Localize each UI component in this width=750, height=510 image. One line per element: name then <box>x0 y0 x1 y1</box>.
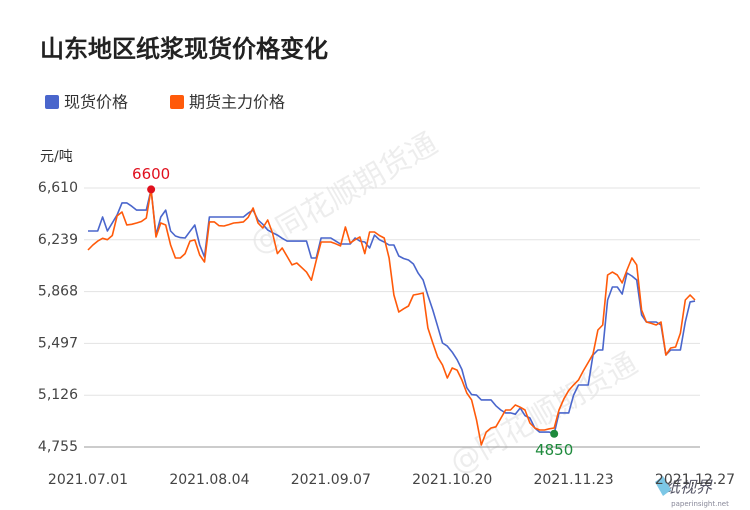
legend-label: 现货价格 <box>64 93 128 112</box>
y-tick-label: 5,126 <box>38 387 78 403</box>
y-tick-label: 5,497 <box>38 335 78 351</box>
legend-swatch <box>45 95 59 109</box>
annotation-label: 6600 <box>132 165 170 183</box>
x-tick-label: 2021.11.23 <box>534 472 614 488</box>
chart-title: 山东地区纸浆现货价格变化 <box>40 35 328 63</box>
legend-swatch <box>170 95 184 109</box>
x-tick-label: 2021.12.27 <box>655 472 735 488</box>
y-tick-label: 6,239 <box>38 232 78 248</box>
y-unit: 元/吨 <box>40 149 73 165</box>
logo-name: 纸视界 <box>664 478 713 497</box>
logo-url: paperinsight.net <box>671 500 729 508</box>
annotation-label: 4850 <box>535 441 573 459</box>
x-tick-label: 2021.08.04 <box>169 472 249 488</box>
x-tick-label: 2021.07.01 <box>48 472 128 488</box>
y-tick-label: 5,868 <box>38 284 78 300</box>
annotation-marker <box>147 185 156 194</box>
y-tick-label: 6,610 <box>38 180 78 196</box>
logo-icon <box>655 476 671 496</box>
x-tick-label: 2021.10.20 <box>412 472 492 488</box>
legend-label: 期货主力价格 <box>189 93 285 112</box>
annotation-marker <box>550 429 559 438</box>
x-tick-label: 2021.09.07 <box>291 472 371 488</box>
y-tick-label: 4,755 <box>38 439 78 455</box>
watermark: @同花顺期货通 <box>444 346 643 481</box>
series-line <box>87 188 696 446</box>
